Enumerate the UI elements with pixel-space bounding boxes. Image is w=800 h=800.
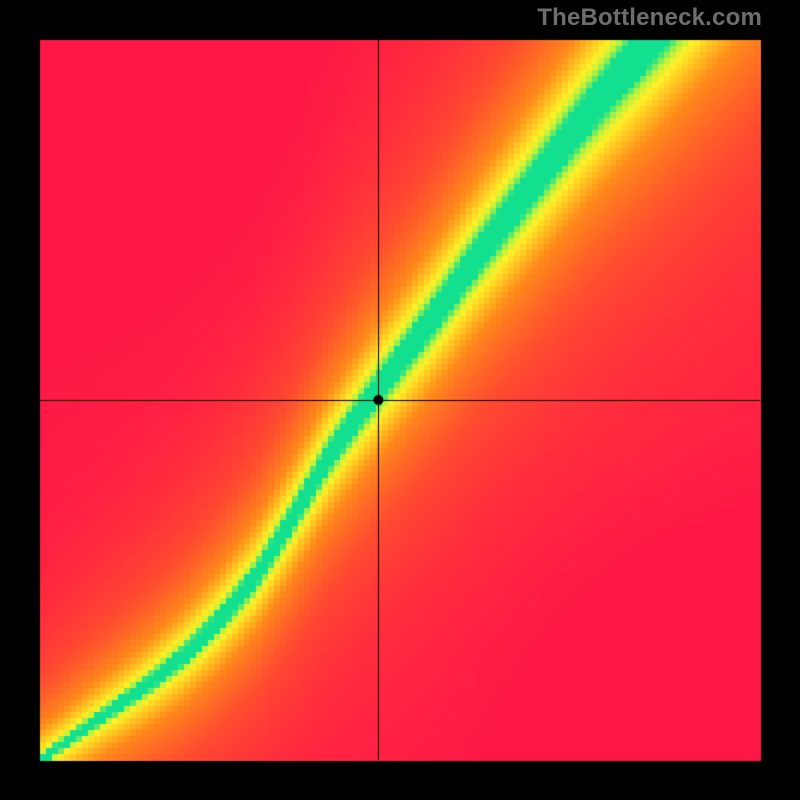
- watermark-text: TheBottleneck.com: [537, 4, 762, 32]
- chart-container: TheBottleneck.com: [0, 0, 800, 800]
- bottleneck-heatmap: [0, 0, 800, 800]
